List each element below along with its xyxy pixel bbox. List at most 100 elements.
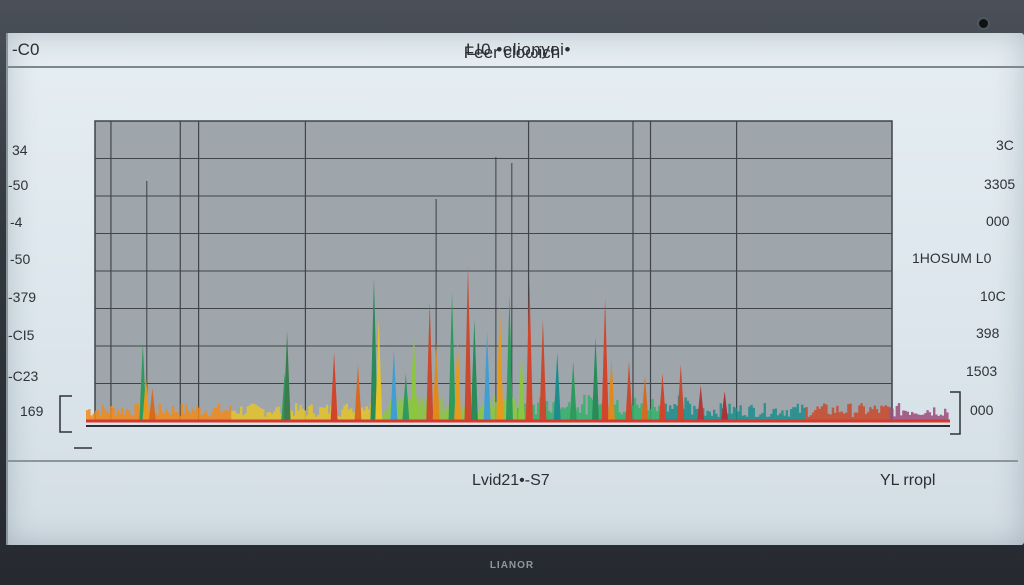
title-bar: -C0 LI0 •elionyei• bbox=[6, 33, 1024, 68]
noise-bar bbox=[462, 407, 465, 421]
noise-bar bbox=[383, 411, 386, 421]
noise-bar bbox=[851, 416, 854, 421]
right-bracket bbox=[950, 391, 961, 435]
noise-bar bbox=[310, 404, 313, 421]
noise-bar bbox=[688, 403, 692, 421]
noise-bar bbox=[561, 407, 564, 421]
spike-bar bbox=[569, 361, 577, 421]
noise-bar bbox=[312, 413, 315, 421]
noise-bar bbox=[365, 406, 368, 421]
noise-bar bbox=[295, 403, 298, 421]
noise-bar bbox=[803, 407, 806, 421]
noise-bar bbox=[783, 415, 786, 421]
noise-bar bbox=[686, 400, 689, 421]
noise-bar bbox=[704, 415, 707, 421]
noise-bar bbox=[818, 408, 821, 421]
spike-bar bbox=[470, 319, 478, 421]
noise-bar bbox=[746, 416, 749, 421]
noise-bar bbox=[757, 416, 760, 421]
noise-bar bbox=[614, 404, 617, 421]
noise-bar bbox=[618, 412, 621, 421]
noise-bar bbox=[112, 407, 115, 421]
noise-bar bbox=[163, 413, 166, 421]
noise-bar bbox=[801, 404, 804, 421]
noise-bar bbox=[735, 408, 738, 421]
noise-bar bbox=[363, 410, 366, 421]
noise-bar bbox=[732, 406, 736, 421]
noise-bar bbox=[101, 404, 104, 421]
status-label: Lvid21•-S7 bbox=[472, 472, 550, 489]
noise-bar bbox=[477, 411, 480, 421]
brand-logo: LIANOR bbox=[489, 560, 535, 571]
noise-bar bbox=[787, 416, 791, 421]
noise-bar bbox=[638, 407, 641, 421]
noise-bar bbox=[165, 409, 168, 421]
noise-bar bbox=[534, 414, 538, 421]
noise-bar bbox=[321, 407, 324, 421]
grid-lines bbox=[95, 121, 892, 421]
noise-bar bbox=[695, 408, 698, 421]
noise-bar bbox=[871, 409, 874, 421]
right-tick-label: 3305 bbox=[984, 176, 1016, 192]
noise-bar bbox=[884, 405, 887, 421]
screen-left-rule bbox=[6, 33, 8, 545]
noise-bar bbox=[270, 413, 274, 421]
noise-bar bbox=[869, 407, 872, 421]
noise-bar bbox=[770, 413, 773, 421]
right-tick-label: 000 bbox=[970, 402, 994, 418]
noise-bar bbox=[422, 405, 425, 421]
noise-bar bbox=[182, 413, 186, 421]
noise-bar bbox=[523, 403, 527, 421]
window-title: LI0 •elionyei• bbox=[466, 40, 571, 59]
noise-bar bbox=[323, 407, 326, 421]
noise-bar bbox=[924, 413, 927, 421]
noise-bar bbox=[834, 412, 837, 421]
left-tick-label: -C23 bbox=[8, 368, 39, 384]
noise-bar bbox=[396, 402, 399, 421]
noise-bar bbox=[939, 414, 942, 421]
noise-bar bbox=[693, 405, 696, 421]
noise-bar bbox=[825, 404, 828, 421]
noise-bar bbox=[136, 403, 139, 421]
noise-bar bbox=[598, 404, 601, 421]
left-tick-label: 34 bbox=[12, 142, 28, 158]
noise-bar bbox=[911, 411, 914, 421]
noise-bar bbox=[812, 412, 815, 421]
noise-bar bbox=[640, 403, 643, 421]
spike-bar bbox=[721, 391, 729, 421]
noise-bar bbox=[919, 414, 923, 421]
noise-bar bbox=[319, 407, 322, 421]
noise-bar bbox=[886, 406, 890, 421]
noise-bar bbox=[838, 412, 841, 421]
noise-bar bbox=[532, 404, 535, 421]
spike-bar bbox=[142, 376, 150, 421]
noise-bar bbox=[86, 410, 89, 421]
noise-bar bbox=[875, 409, 879, 421]
noise-bar bbox=[853, 412, 857, 421]
noise-bar bbox=[385, 410, 388, 421]
spike-bar bbox=[625, 361, 633, 421]
spike-bar bbox=[658, 373, 666, 421]
noise-bar bbox=[262, 409, 265, 421]
noise-bar bbox=[277, 406, 280, 421]
noise-bar bbox=[768, 416, 771, 421]
left-tick-label: -50 bbox=[10, 251, 31, 267]
noise-bar bbox=[242, 415, 245, 421]
noise-bar bbox=[442, 412, 445, 421]
noise-bar bbox=[400, 400, 403, 421]
spike-bar bbox=[375, 319, 383, 421]
noise-bar bbox=[944, 408, 947, 421]
noise-bar bbox=[710, 415, 714, 421]
spike-bar bbox=[517, 349, 525, 421]
noise-bar bbox=[398, 397, 401, 421]
noise-bar bbox=[717, 416, 720, 421]
noise-bar bbox=[836, 405, 839, 421]
noise-bar bbox=[314, 416, 318, 421]
noise-bar bbox=[741, 415, 744, 421]
noise-bar bbox=[88, 409, 91, 421]
noise-bar bbox=[930, 415, 934, 421]
noise-bar bbox=[110, 406, 113, 421]
noise-bar bbox=[587, 395, 590, 421]
noise-bar bbox=[616, 400, 619, 421]
noise-bar bbox=[103, 408, 106, 421]
